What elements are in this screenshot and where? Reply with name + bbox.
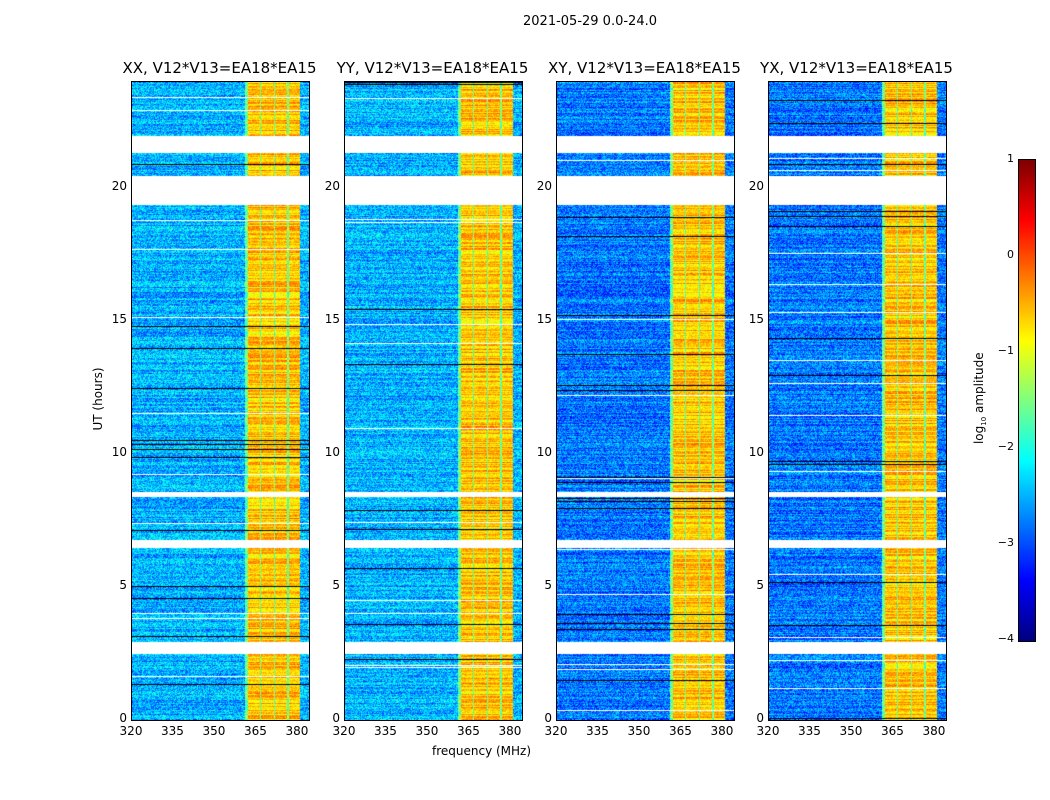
y-tick-label: 5 [332,578,340,593]
y-tick-label: 20 [536,179,552,194]
panel-title: YX, V12*V13=EA18*EA15 [760,59,953,77]
x-tick-label: 320 [119,724,143,738]
y-tick-label: 5 [544,578,552,593]
x-tick-label: 350 [627,724,651,738]
colorbar-tick-label: 0 [1007,248,1014,261]
panel-title: XY, V12*V13=EA18*EA15 [548,59,741,77]
heatmap-panel-1 [344,81,523,721]
colorbar-tick-label: −3 [997,536,1014,549]
y-tick-label: 10 [111,445,127,460]
y-axis-label: UT (hours) [91,367,105,431]
x-tick-label: 365 [457,724,480,738]
colorbar-tick-label: −2 [997,440,1014,453]
y-tick-label: 15 [111,312,127,327]
x-tick-label: 320 [332,724,356,738]
x-tick-label: 320 [756,724,780,738]
y-tick-label: 10 [536,445,552,460]
y-tick-label: 10 [748,445,764,460]
y-tick-label: 20 [111,179,127,194]
colorbar-label: log10 amplitude [971,352,989,445]
x-tick-label: 380 [710,724,734,738]
heatmap-panel-2 [556,81,735,721]
x-tick-label: 380 [922,724,946,738]
y-tick-label: 0 [119,711,127,725]
x-tick-label: 350 [839,724,863,738]
y-tick-label: 5 [756,578,764,593]
y-tick-label: 0 [756,711,764,725]
y-tick-label: 15 [748,312,764,327]
panel-title: YY, V12*V13=EA18*EA15 [336,59,529,77]
colorbar [1018,159,1036,642]
heatmap-panel-3 [768,81,947,721]
panel-title: XX, V12*V13=EA18*EA15 [122,59,317,77]
heatmap-panel-0 [131,81,310,721]
x-tick-label: 335 [798,724,821,738]
x-tick-label: 335 [586,724,609,738]
colorbar-tick-label: −1 [997,344,1014,357]
y-tick-label: 0 [544,711,552,725]
x-tick-label: 335 [161,724,184,738]
x-tick-label: 335 [374,724,397,738]
x-tick-label: 350 [202,724,226,738]
x-tick-label: 365 [244,724,267,738]
figure-title: 2021-05-29 0.0-24.0 [523,14,657,29]
x-tick-label: 350 [415,724,439,738]
x-tick-label: 320 [544,724,568,738]
colorbar-tick-label: −4 [997,632,1014,645]
y-tick-label: 0 [332,711,340,725]
x-tick-label: 365 [881,724,904,738]
x-tick-label: 380 [285,724,309,738]
x-tick-label: 380 [498,724,522,738]
colorbar-tick-label: 1 [1007,152,1014,165]
y-tick-label: 10 [324,445,340,460]
x-tick-label: 365 [669,724,692,738]
y-tick-label: 20 [324,179,340,194]
y-tick-label: 20 [748,179,764,194]
y-tick-label: 5 [119,578,127,593]
x-axis-label: frequency (MHz) [432,744,532,758]
y-tick-label: 15 [536,312,552,327]
y-tick-label: 15 [324,312,340,327]
